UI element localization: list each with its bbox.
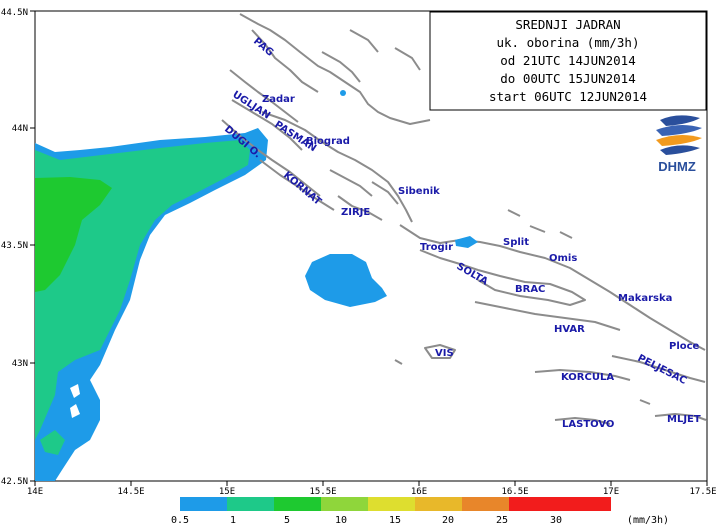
x-tick-label: 14E (27, 487, 43, 497)
precip-area-1 (35, 140, 250, 440)
precip-area-0-5 (455, 236, 478, 248)
place-label-ploce: Ploce (669, 341, 700, 352)
place-label-mljet: MLJET (667, 414, 701, 425)
legend-label: 20 (442, 515, 454, 526)
title-start: start 06UTC 12JUN2014 (489, 89, 647, 104)
place-label-split: Split (503, 237, 529, 248)
y-tick-label: 43.5N (1, 241, 28, 251)
place-label-vis: VIS (435, 348, 454, 359)
axis-ticks (30, 10, 708, 486)
x-tick-label: 17E (603, 487, 619, 497)
precip-gap (70, 404, 80, 418)
title-text: SREDNJI JADRAN uk. oborina (mm/3h) od 21… (489, 17, 647, 104)
dhmz-logo-text: DHMZ (658, 159, 696, 174)
legend-swatch (415, 497, 462, 511)
y-tick-label: 44N (12, 124, 28, 134)
x-tick-label: 17.5E (689, 487, 716, 497)
legend-label: 25 (496, 515, 508, 526)
legend-label: 10 (335, 515, 347, 526)
title-variable: uk. oborina (mm/3h) (497, 35, 640, 50)
place-label-trogir: Trogir (420, 242, 453, 253)
place-label-korcula: KORCULA (561, 372, 614, 383)
place-label-zirje: ZIRJE (341, 207, 370, 218)
place-label-makarska: Makarska (618, 293, 672, 304)
precip-area-0-5 (305, 254, 387, 307)
place-label-sibenik: Sibenik (398, 186, 440, 197)
x-tick-label: 15E (219, 487, 235, 497)
y-tick-label: 44.5N (1, 8, 28, 18)
coastline (221, 13, 707, 425)
place-label-hvar: HVAR (554, 324, 585, 335)
y-axis-labels: 44.5N 44N 43.5N 43N 42.5N (1, 8, 28, 487)
title-region: SREDNJI JADRAN (515, 17, 620, 32)
x-tick-label: 15.5E (309, 487, 336, 497)
title-box (429, 11, 707, 111)
precip-area-5 (35, 177, 112, 292)
legend-swatch (274, 497, 321, 511)
x-tick-label: 14.5E (117, 487, 144, 497)
legend-label: 15 (389, 515, 401, 526)
place-label-zadar: Zadar (262, 94, 295, 105)
place-label-omis: Omis (549, 253, 577, 264)
legend-swatch (321, 497, 368, 511)
dhmz-logo-icon (656, 115, 702, 155)
y-tick-label: 42.5N (1, 477, 28, 487)
legend: 0.5 1 5 10 15 20 25 30 (mm/3h) (171, 497, 669, 526)
legend-swatch (227, 497, 274, 511)
precip-area-1 (40, 430, 65, 455)
precip-dot (340, 90, 346, 96)
legend-swatch (556, 497, 611, 511)
legend-unit: (mm/3h) (627, 515, 669, 526)
y-tick-label: 43N (12, 359, 28, 369)
legend-swatch (509, 497, 556, 511)
legend-label: 0.5 (171, 515, 189, 526)
legend-label: 30 (550, 515, 562, 526)
place-label-biograd: Biograd (306, 136, 350, 147)
x-axis-labels: 14E 14.5E 15E 15.5E 16E 16.5E 17E 17.5E (27, 487, 717, 497)
x-tick-label: 16E (411, 487, 427, 497)
legend-swatch (368, 497, 415, 511)
legend-label: 5 (284, 515, 290, 526)
place-label-lastovo: LASTOVO (562, 419, 614, 430)
legend-swatch (180, 497, 227, 511)
legend-label: 1 (230, 515, 236, 526)
title-from: od 21UTC 14JUN2014 (500, 53, 635, 68)
precip-gap (70, 384, 80, 398)
legend-swatch (462, 497, 509, 511)
title-to: do 00UTC 15JUN2014 (500, 71, 635, 86)
place-label-brac: BRAC (515, 284, 545, 295)
x-tick-label: 16.5E (501, 487, 528, 497)
